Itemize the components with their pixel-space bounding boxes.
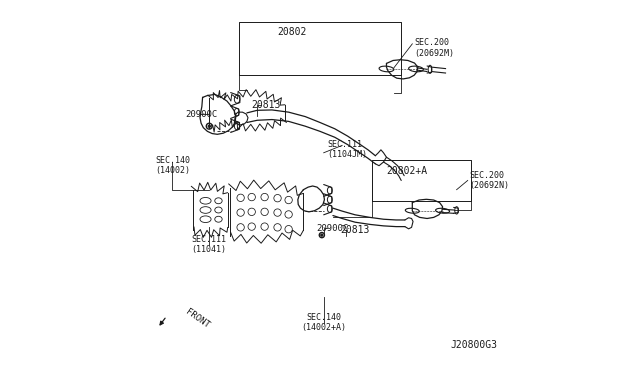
Circle shape (321, 234, 323, 236)
Text: 20900C: 20900C (316, 224, 349, 233)
Text: 20813: 20813 (340, 225, 370, 235)
Text: SEC.140: SEC.140 (306, 313, 341, 323)
Text: (14002+A): (14002+A) (301, 323, 346, 332)
Text: (11041): (11041) (192, 245, 227, 254)
Text: (20692M): (20692M) (414, 49, 454, 58)
Text: 20802: 20802 (278, 27, 307, 37)
Text: (20692N): (20692N) (470, 181, 509, 190)
Text: SEC.111: SEC.111 (192, 235, 227, 244)
Circle shape (208, 125, 211, 127)
Text: 20802+A: 20802+A (386, 166, 428, 176)
Text: (14002): (14002) (156, 166, 191, 176)
Text: (1104JM): (1104JM) (328, 150, 367, 159)
Text: SEC.200: SEC.200 (414, 38, 449, 47)
Text: 20900C: 20900C (185, 109, 218, 119)
Text: FRONT: FRONT (184, 308, 211, 330)
Text: SEC.140: SEC.140 (156, 157, 191, 166)
Text: 20813: 20813 (252, 100, 281, 110)
Text: SEC.111: SEC.111 (328, 140, 362, 149)
Text: SEC.200: SEC.200 (470, 171, 504, 180)
Text: J20800G3: J20800G3 (450, 340, 497, 350)
